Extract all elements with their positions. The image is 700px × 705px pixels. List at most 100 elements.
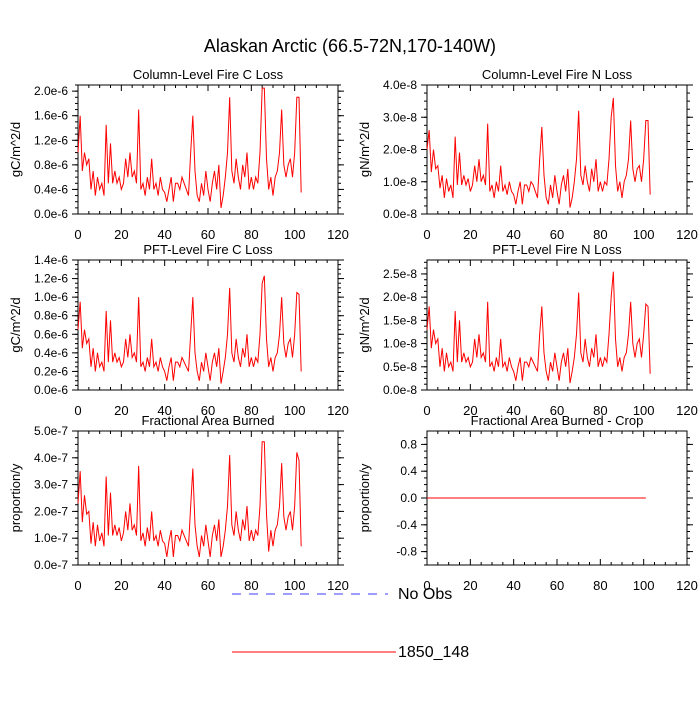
fractional-area-burned-series-1850-148 xyxy=(77,441,302,558)
fractional-area-burned-crop-x-tick-label: 0 xyxy=(423,578,430,593)
fractional-area-burned-x-tick-label: 20 xyxy=(114,578,128,593)
pft-level-fire-c-loss-x-tick-label: 120 xyxy=(327,403,349,418)
fractional-area-burned-crop-x-tick-label: 120 xyxy=(676,578,698,593)
column-level-fire-n-loss-x-tick-label: 80 xyxy=(593,227,607,242)
fractional-area-burned-y-axis-label: proportion/y xyxy=(8,463,23,532)
pft-level-fire-c-loss-x-tick-label: 60 xyxy=(201,403,215,418)
column-level-fire-n-loss-x-tick-label: 60 xyxy=(550,227,564,242)
column-level-fire-c-loss-y-tick-label: 2.0e-6 xyxy=(34,84,68,98)
column-level-fire-c-loss-x-tick-label: 20 xyxy=(114,227,128,242)
fractional-area-burned-crop-y-tick-label: -0.4 xyxy=(396,518,417,532)
legend-no-obs-label: No Obs xyxy=(398,586,452,603)
fractional-area-burned-crop-y-tick-label: 0.0 xyxy=(400,491,417,505)
column-level-fire-c-loss-x-tick-label: 80 xyxy=(244,227,258,242)
fractional-area-burned-x-tick-label: 80 xyxy=(244,578,258,593)
pft-level-fire-n-loss-y-axis-label: gN/m^2/d xyxy=(357,297,372,352)
column-level-fire-c-loss-y-axis-label: gC/m^2/d xyxy=(8,122,23,177)
fractional-area-burned-crop-x-tick-label: 80 xyxy=(593,578,607,593)
pft-level-fire-n-loss-y-tick-label: 1.0e-8 xyxy=(383,337,417,351)
column-level-fire-c-loss-series-1850-148 xyxy=(77,87,302,208)
column-level-fire-n-loss-series-1850-148 xyxy=(426,97,651,208)
column-level-fire-c-loss-x-tick-label: 120 xyxy=(327,227,349,242)
legend-1850-148-label: 1850_148 xyxy=(398,644,469,661)
fractional-area-burned-crop-y-tick-label: 0.4 xyxy=(400,464,417,478)
legend: No Obs 1850_148 xyxy=(232,586,469,661)
column-level-fire-n-loss-y-tick-label: 1.0e-8 xyxy=(383,175,417,189)
column-level-fire-n-loss-y-tick-label: 4.0e-8 xyxy=(383,78,417,92)
pft-level-fire-n-loss-x-tick-label: 20 xyxy=(463,403,477,418)
fractional-area-burned-crop-x-tick-label: 20 xyxy=(463,578,477,593)
pft-level-fire-c-loss-x-tick-label: 0 xyxy=(74,403,81,418)
fractional-area-burned-crop-title: Fractional Area Burned - Crop xyxy=(471,413,644,428)
pft-level-fire-c-loss-y-tick-label: 1.4e-6 xyxy=(34,253,68,267)
fractional-area-burned-crop-y-tick-label: 0.8 xyxy=(400,437,417,451)
pft-level-fire-c-loss-title: PFT-Level Fire C Loss xyxy=(143,242,273,257)
column-level-fire-c-loss-y-tick-label: 0.0e-6 xyxy=(34,207,68,221)
pft-level-fire-c-loss-x-tick-label: 40 xyxy=(157,403,171,418)
fractional-area-burned-y-tick-label: 1.0e-7 xyxy=(34,531,68,545)
pft-level-fire-n-loss-y-tick-label: 2.5e-8 xyxy=(383,267,417,281)
column-level-fire-c-loss-x-tick-label: 100 xyxy=(284,227,306,242)
fractional-area-burned-y-tick-label: 3.0e-7 xyxy=(34,478,68,492)
panel-pft-level-fire-c-loss: PFT-Level Fire C Loss 0 20 40 60 80 100 120 0.0e… xyxy=(8,242,349,418)
pft-level-fire-n-loss-y-tick-label: 0.5e-8 xyxy=(383,360,417,374)
pft-level-fire-c-loss-y-tick-label: 1.2e-6 xyxy=(34,272,68,286)
fractional-area-burned-x-tick-label: 120 xyxy=(327,578,349,593)
column-level-fire-c-loss-x-tick-label: 0 xyxy=(74,227,81,242)
pft-level-fire-c-loss-x-tick-label: 80 xyxy=(244,403,258,418)
pft-level-fire-c-loss-x-tick-label: 20 xyxy=(114,403,128,418)
fractional-area-burned-y-tick-label: 2.0e-7 xyxy=(34,504,68,518)
fractional-area-burned-x-tick-label: 0 xyxy=(74,578,81,593)
panel-pft-level-fire-n-loss: PFT-Level Fire N Loss 0 20 40 60 80 100 120 0.0e… xyxy=(357,242,698,418)
fractional-area-burned-crop-y-axis-label: proportion/y xyxy=(357,463,372,532)
pft-level-fire-c-loss-y-tick-label: 0.0e-6 xyxy=(34,383,68,397)
panel-column-level-fire-n-loss: Column-Level Fire N Loss 0 20 40 60 80 100 120 0… xyxy=(357,67,698,242)
pft-level-fire-c-loss-y-tick-label: 0.8e-6 xyxy=(34,309,68,323)
column-level-fire-c-loss-x-tick-label: 60 xyxy=(201,227,215,242)
pft-level-fire-c-loss-y-tick-label: 0.4e-6 xyxy=(34,346,68,360)
fractional-area-burned-y-tick-label: 4.0e-7 xyxy=(34,451,68,465)
figure-title: Alaskan Arctic (66.5-72N,170-140W) xyxy=(204,36,496,56)
fractional-area-burned-x-tick-label: 60 xyxy=(201,578,215,593)
fractional-area-burned-x-tick-label: 40 xyxy=(157,578,171,593)
pft-level-fire-n-loss-y-tick-label: 2.0e-8 xyxy=(383,290,417,304)
column-level-fire-n-loss-y-tick-label: 2.0e-8 xyxy=(383,143,417,157)
pft-level-fire-c-loss-y-axis-label: gC/m^2/d xyxy=(8,297,23,352)
fractional-area-burned-crop-y-tick-label: -0.8 xyxy=(396,545,417,559)
panel-fractional-area-burned-crop: Fractional Area Burned - Crop 0 20 40 60 80 10… xyxy=(357,413,698,593)
column-level-fire-c-loss-y-tick-label: 1.6e-6 xyxy=(34,109,68,123)
column-level-fire-n-loss-y-tick-label: 0.0e-8 xyxy=(383,207,417,221)
pft-level-fire-n-loss-x-tick-label: 120 xyxy=(676,403,698,418)
column-level-fire-c-loss-x-tick-label: 40 xyxy=(157,227,171,242)
fractional-area-burned-crop-x-tick-label: 100 xyxy=(633,578,655,593)
pft-level-fire-n-loss-title: PFT-Level Fire N Loss xyxy=(492,242,622,257)
column-level-fire-n-loss-x-tick-label: 20 xyxy=(463,227,477,242)
pft-level-fire-c-loss-y-tick-label: 0.6e-6 xyxy=(34,327,68,341)
pft-level-fire-n-loss-y-tick-label: 1.5e-8 xyxy=(383,313,417,327)
pft-level-fire-n-loss-x-tick-label: 60 xyxy=(550,403,564,418)
pft-level-fire-c-loss-y-tick-label: 1.0e-6 xyxy=(34,290,68,304)
column-level-fire-c-loss-title: Column-Level Fire C Loss xyxy=(133,67,284,82)
column-level-fire-n-loss-y-tick-label: 3.0e-8 xyxy=(383,110,417,124)
fractional-area-burned-crop-x-tick-label: 40 xyxy=(506,578,520,593)
pft-level-fire-n-loss-x-tick-label: 100 xyxy=(633,403,655,418)
fractional-area-burned-crop-x-tick-label: 60 xyxy=(550,578,564,593)
panel-fractional-area-burned: Fractional Area Burned 0 20 40 60 80 100 120 0.0… xyxy=(8,413,349,593)
column-level-fire-n-loss-x-tick-label: 120 xyxy=(676,227,698,242)
column-level-fire-n-loss-x-tick-label: 40 xyxy=(506,227,520,242)
pft-level-fire-n-loss-y-tick-label: 0.0e-8 xyxy=(383,383,417,397)
column-level-fire-n-loss-y-axis-label: gN/m^2/d xyxy=(357,122,372,177)
column-level-fire-c-loss-y-tick-label: 1.2e-6 xyxy=(34,133,68,147)
fractional-area-burned-title: Fractional Area Burned xyxy=(142,413,275,428)
fractional-area-burned-y-tick-label: 5.0e-7 xyxy=(34,424,68,438)
column-level-fire-c-loss-y-tick-label: 0.4e-6 xyxy=(34,182,68,196)
pft-level-fire-c-loss-y-tick-label: 0.2e-6 xyxy=(34,364,68,378)
column-level-fire-n-loss-x-tick-label: 100 xyxy=(633,227,655,242)
fractional-area-burned-y-tick-label: 0.0e-7 xyxy=(34,558,68,572)
pft-level-fire-n-loss-series-1850-148 xyxy=(426,271,651,384)
panel-column-level-fire-c-loss: Column-Level Fire C Loss 0 20 40 60 80 100 120 0… xyxy=(8,67,349,242)
pft-level-fire-n-loss-x-tick-label: 0 xyxy=(423,403,430,418)
pft-level-fire-c-loss-series-1850-148 xyxy=(77,275,302,384)
pft-level-fire-n-loss-x-tick-label: 40 xyxy=(506,403,520,418)
